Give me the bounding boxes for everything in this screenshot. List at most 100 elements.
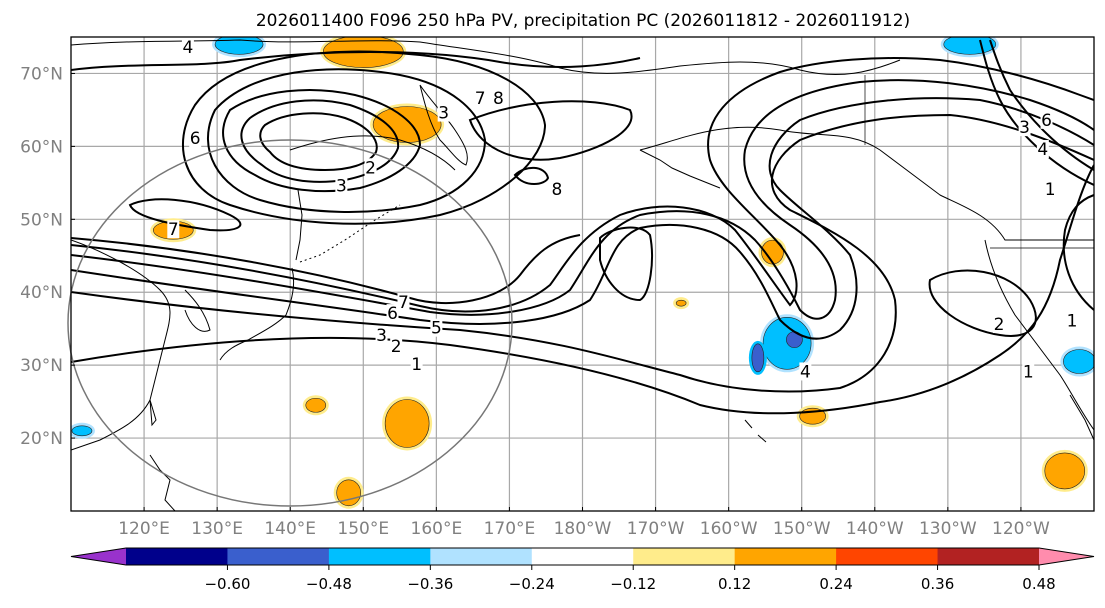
lon-tick-label: 140°E (264, 519, 316, 539)
pv-contour (928, 269, 1037, 337)
pv-contour (71, 113, 1094, 393)
pv-label-backdrop (410, 355, 423, 374)
coastline-hawaii (744, 419, 767, 443)
pv-contour-label: 7 (398, 293, 409, 313)
lat-tick-label: 40°N (20, 283, 63, 303)
chart-title: 2026011400 F096 250 hPa PV, precipitatio… (256, 11, 910, 31)
pv-contour-label: 3 (438, 104, 449, 124)
pv-label-backdrop (1036, 140, 1049, 159)
colorbar-segment (937, 548, 1040, 565)
pv-label-backdrop (167, 220, 180, 239)
pv-contour-label: 5 (431, 319, 442, 339)
colorbar-segment (227, 548, 330, 565)
coastline-aleutians (639, 149, 721, 189)
pv-label-backdrop (1066, 311, 1079, 330)
lon-tick-label: 160°W (700, 519, 758, 539)
pv-contour-label: 1 (1023, 362, 1034, 382)
pv-label-backdrop (492, 88, 505, 107)
lon-tick-label: 150°W (773, 519, 831, 539)
colorbar-tick-label: −0.24 (509, 575, 555, 593)
lon-tick-label: 150°E (337, 519, 389, 539)
pv-contour (71, 57, 1094, 313)
pv-contour (71, 51, 641, 71)
pv-contour-label: 4 (183, 38, 194, 58)
pv-contour-label: 6 (1041, 111, 1052, 131)
pv-contour (468, 100, 633, 161)
coastline-sakhalin (295, 189, 303, 261)
colorbar-segment (531, 548, 634, 565)
pv-label-backdrop (364, 158, 377, 177)
lat-tick-label: 30°N (20, 356, 63, 376)
pv-label-backdrop (993, 315, 1006, 334)
colorbar-extend-high (1039, 548, 1094, 565)
latitude-axis: 70°N 60°N 50°N 40°N 30°N 20°N (20, 64, 75, 449)
colorbar-tick-label: −0.48 (306, 575, 352, 593)
pv-contour-label: 2 (994, 315, 1005, 335)
pv-label-backdrop (397, 293, 410, 312)
pv-contour-label: 1 (1067, 311, 1078, 331)
pv-contour-label: 3 (336, 176, 347, 196)
precip-region (71, 422, 95, 439)
coastline-canada-border (864, 75, 1094, 249)
colorbar-tick-label: 0.24 (819, 575, 852, 593)
lon-tick-label: 120°E (118, 519, 170, 539)
precip-region (333, 476, 364, 509)
colorbar-segment (734, 548, 837, 565)
lon-tick-label: 130°E (191, 519, 243, 539)
pv-contour-label: 8 (493, 89, 504, 109)
precip-region (673, 297, 690, 310)
pv-contour-label: 6 (190, 129, 201, 149)
pv-contour-label: 1 (411, 355, 422, 375)
pv-contour (71, 164, 1094, 415)
colorbar-extend-low (71, 548, 126, 565)
lat-tick-label: 50°N (20, 210, 63, 230)
pv-label-backdrop (375, 325, 388, 344)
precip-region (1060, 346, 1094, 377)
precip-region (940, 37, 999, 58)
pv-label-backdrop (386, 304, 399, 323)
pv-contour (206, 68, 487, 213)
colorbar-segment (126, 548, 228, 565)
lon-tick-label: 130°W (919, 519, 977, 539)
pv-label-backdrop (335, 176, 348, 195)
precip-region (796, 405, 829, 428)
pv-contour-label: 3 (1019, 118, 1030, 138)
coastline-kurils (299, 204, 401, 263)
lon-tick-label: 170°E (484, 519, 536, 539)
pv-label-backdrop (181, 37, 194, 56)
pv-label-backdrop (1022, 362, 1035, 381)
lon-tick-label: 140°W (846, 519, 904, 539)
coastline-okhotsk (289, 135, 456, 171)
pv-label-backdrop (437, 103, 450, 122)
pv-contour-label: 7 (168, 220, 179, 240)
colorbar-tick-label: 0.48 (1022, 575, 1055, 593)
pv-contour (222, 89, 422, 193)
pv-contour (979, 39, 1094, 186)
coastline-alaska (639, 126, 1094, 241)
pv-contour-label: 4 (800, 362, 811, 382)
pv-label-backdrop (430, 318, 443, 337)
precip-region (758, 237, 787, 268)
pv-contour (71, 79, 1094, 320)
pv-label-backdrop (390, 336, 403, 355)
precip-region (1041, 449, 1088, 492)
pv-contour (599, 226, 653, 302)
pv-label-backdrop (550, 180, 563, 199)
coastline-china (71, 239, 171, 451)
pv-contour (71, 234, 581, 304)
coastline-taiwan (149, 399, 157, 427)
lat-tick-label: 60°N (20, 137, 63, 157)
pv-contour-label: 2 (365, 158, 376, 178)
lat-tick-label: 20°N (20, 429, 63, 449)
pv-contour-label: 6 (387, 304, 398, 324)
pv-contour (513, 166, 550, 185)
pv-label-backdrop (799, 362, 812, 381)
pv-label-backdrop (1044, 180, 1057, 199)
pv-contour-label: 7 (475, 89, 486, 109)
colorbar-segment (836, 548, 939, 565)
precip-region (212, 37, 267, 58)
pv-contour-label: 3 (376, 326, 387, 346)
